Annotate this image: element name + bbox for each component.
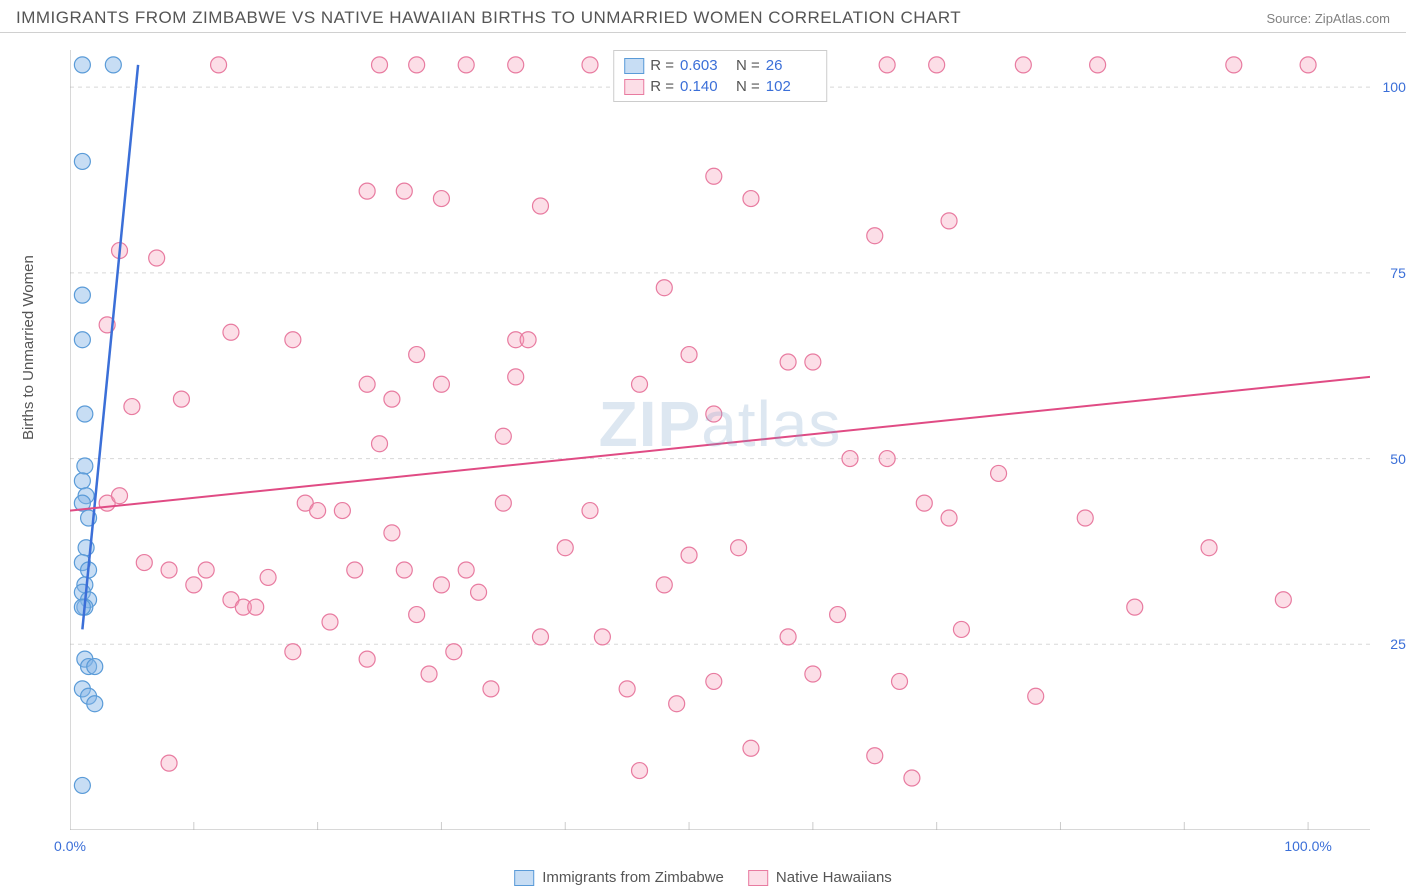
legend-stat-row: R = 0.140 N = 102 <box>624 76 816 97</box>
y-tick-label: 100.0% <box>1383 79 1406 95</box>
x-tick-label: 100.0% <box>1284 838 1331 854</box>
chart-area: R = 0.603 N = 26 R = 0.140 N = 102 ZIPat… <box>70 50 1370 830</box>
legend-stat-row: R = 0.603 N = 26 <box>624 55 816 76</box>
legend-item: Immigrants from Zimbabwe <box>514 869 724 886</box>
legend-r-value: 0.140 <box>680 78 730 95</box>
y-axis-label: Births to Unmarried Women <box>20 255 37 440</box>
legend-item: Native Hawaiians <box>748 869 892 886</box>
y-tick-label: 50.0% <box>1390 451 1406 467</box>
legend-r-label: R = <box>650 78 674 95</box>
legend-bottom: Immigrants from Zimbabwe Native Hawaiian… <box>514 869 892 886</box>
legend-n-value: 26 <box>766 57 816 74</box>
legend-n-label: N = <box>736 57 760 74</box>
legend-swatch-icon <box>624 79 644 95</box>
legend-r-label: R = <box>650 57 674 74</box>
legend-n-label: N = <box>736 78 760 95</box>
scatter-plot <box>70 50 1370 830</box>
legend-r-value: 0.603 <box>680 57 730 74</box>
legend-n-value: 102 <box>766 78 816 95</box>
legend-swatch-icon <box>748 870 768 886</box>
legend-stats: R = 0.603 N = 26 R = 0.140 N = 102 <box>613 50 827 102</box>
legend-swatch-icon <box>624 58 644 74</box>
title-bar: IMMIGRANTS FROM ZIMBABWE VS NATIVE HAWAI… <box>0 0 1406 33</box>
x-tick-label: 0.0% <box>54 838 86 854</box>
y-tick-label: 75.0% <box>1390 265 1406 281</box>
legend-label: Immigrants from Zimbabwe <box>542 869 724 886</box>
y-tick-label: 25.0% <box>1390 636 1406 652</box>
chart-title: IMMIGRANTS FROM ZIMBABWE VS NATIVE HAWAI… <box>16 8 961 28</box>
legend-swatch-icon <box>514 870 534 886</box>
source-text: Source: ZipAtlas.com <box>1266 11 1390 26</box>
legend-label: Native Hawaiians <box>776 869 892 886</box>
